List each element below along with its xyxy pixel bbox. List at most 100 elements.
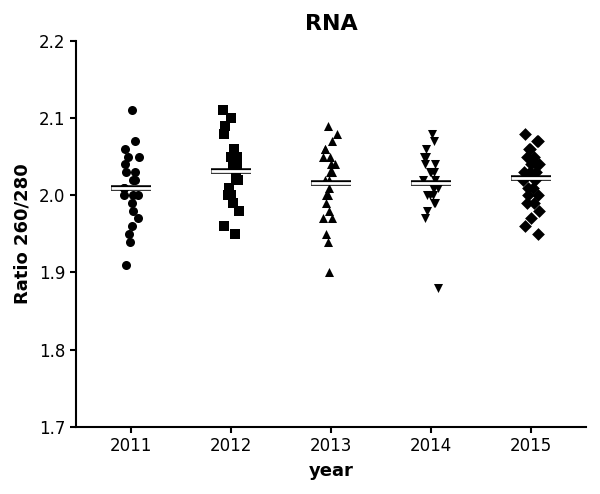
Point xyxy=(320,145,330,153)
Point xyxy=(428,191,437,199)
Point xyxy=(123,153,133,161)
Point xyxy=(526,145,535,153)
Point xyxy=(226,191,236,199)
Point xyxy=(130,137,139,145)
Point xyxy=(229,145,239,153)
Point xyxy=(528,184,538,192)
Point xyxy=(430,176,440,184)
Point xyxy=(518,176,528,184)
Point xyxy=(321,199,331,207)
Point xyxy=(523,191,533,199)
Point xyxy=(421,153,431,161)
Point xyxy=(226,114,236,122)
Point xyxy=(531,168,541,176)
Point xyxy=(429,168,439,176)
Point xyxy=(232,161,242,168)
Point xyxy=(533,191,542,199)
Point xyxy=(133,191,143,199)
Point xyxy=(434,284,443,292)
Point xyxy=(220,122,229,130)
Point xyxy=(430,137,439,145)
Point xyxy=(328,137,337,145)
Point xyxy=(230,161,239,168)
Point xyxy=(128,176,138,184)
Point xyxy=(526,161,536,168)
Point xyxy=(321,191,331,199)
Point xyxy=(330,161,340,168)
Point xyxy=(430,161,439,168)
Point xyxy=(524,145,534,153)
Point xyxy=(429,199,439,207)
Point xyxy=(526,168,535,176)
Point xyxy=(519,168,529,176)
Point xyxy=(422,207,432,215)
Point xyxy=(230,230,239,238)
Point xyxy=(323,122,333,130)
Title: RNA: RNA xyxy=(305,14,358,34)
Point xyxy=(428,129,437,137)
Point xyxy=(425,191,435,199)
Point xyxy=(131,176,140,184)
Point xyxy=(119,184,129,192)
Point xyxy=(426,168,436,176)
Point xyxy=(419,176,428,184)
Point xyxy=(325,176,334,184)
Point xyxy=(425,168,435,176)
Point xyxy=(529,153,538,161)
Point xyxy=(232,168,241,176)
Point xyxy=(324,184,334,192)
Point xyxy=(130,168,140,176)
Point xyxy=(428,184,437,192)
Point xyxy=(232,168,241,176)
Point xyxy=(229,161,238,168)
Point xyxy=(120,161,130,168)
Point xyxy=(332,129,342,137)
Point xyxy=(121,261,131,269)
Point xyxy=(134,153,143,161)
Point xyxy=(234,207,244,215)
Point xyxy=(531,161,541,168)
Point xyxy=(326,161,336,168)
Point xyxy=(119,184,128,192)
Point xyxy=(533,137,543,145)
Y-axis label: Ratio 260/280: Ratio 260/280 xyxy=(14,164,32,304)
Point xyxy=(520,129,530,137)
Point xyxy=(124,230,134,238)
Point xyxy=(320,176,330,184)
Point xyxy=(228,199,238,207)
Point xyxy=(422,191,431,199)
Point xyxy=(119,191,129,199)
Point xyxy=(325,207,334,215)
Point xyxy=(233,176,243,184)
Point xyxy=(218,107,228,115)
Point xyxy=(322,230,331,238)
Point xyxy=(420,161,430,168)
Point xyxy=(534,161,544,168)
Point xyxy=(128,107,137,115)
Point xyxy=(326,153,335,161)
Point xyxy=(127,222,137,230)
Point xyxy=(125,238,135,246)
Point xyxy=(226,153,235,161)
Point xyxy=(526,214,535,222)
Point xyxy=(420,214,430,222)
Point xyxy=(327,168,337,176)
Point xyxy=(520,222,530,230)
Point xyxy=(523,153,532,161)
Point xyxy=(324,269,334,277)
Point xyxy=(127,199,137,207)
Point xyxy=(223,191,233,199)
Point xyxy=(323,191,333,199)
Point xyxy=(319,214,328,222)
Point xyxy=(220,222,229,230)
Point xyxy=(121,168,130,176)
Point xyxy=(421,145,431,153)
Point xyxy=(529,199,539,207)
Point xyxy=(430,199,440,207)
Point xyxy=(128,191,137,199)
Point xyxy=(326,168,336,176)
Point xyxy=(133,214,143,222)
Point xyxy=(532,137,542,145)
Point xyxy=(522,199,532,207)
Point xyxy=(523,184,533,192)
